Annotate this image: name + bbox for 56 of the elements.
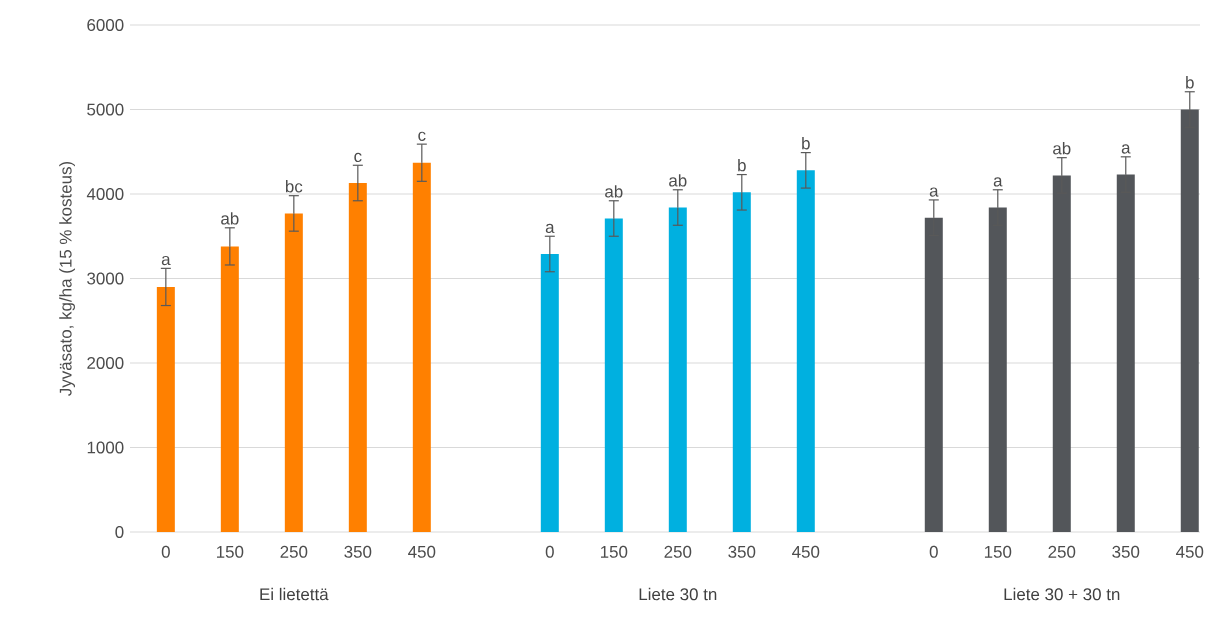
bar [988, 207, 1007, 532]
bar [540, 254, 559, 532]
x-tick-label: 350 [344, 545, 372, 558]
data-label: b [802, 136, 810, 150]
y-tick-label: 0 [115, 526, 124, 538]
x-tick-label: 150 [217, 545, 244, 558]
bar [1052, 175, 1071, 532]
y-axis-title: Jyväsato, kg/ha (15 % kosteus) [59, 161, 75, 396]
bar [220, 246, 239, 532]
bar [732, 192, 751, 532]
data-label: b [738, 158, 746, 172]
data-label: a [929, 187, 939, 197]
data-label: ab [221, 212, 239, 225]
bar [604, 218, 623, 532]
bar [924, 217, 943, 532]
text: Liete 30 tn [639, 587, 717, 601]
bar [796, 170, 815, 532]
data-label: ab [605, 185, 623, 198]
x-tick-label: 350 [728, 545, 756, 558]
x-tick-label: 150 [600, 545, 628, 558]
x-tick-label: 150 [984, 545, 1012, 558]
data-label: a [1121, 144, 1131, 154]
bar [668, 207, 687, 532]
bar [412, 162, 431, 532]
data-label: b [1186, 76, 1194, 89]
y-tick-label: 3000 [87, 272, 124, 285]
x-tick-label: 350 [1112, 545, 1140, 558]
bar [1116, 174, 1135, 532]
data-label: a [161, 255, 171, 266]
bar [1180, 109, 1199, 532]
x-tick-label: 250 [280, 545, 308, 558]
data-label: ab [669, 174, 687, 187]
x-tick-label: 450 [408, 545, 436, 558]
y-tick-label: 6000 [87, 19, 124, 31]
data-label: c [354, 152, 362, 163]
x-tick-label: 0 [929, 545, 938, 558]
bar [156, 286, 175, 532]
data-label: c [418, 131, 426, 141]
data-label: a [993, 177, 1003, 187]
x-tick-label: 0 [161, 545, 170, 558]
y-tick-label: 5000 [87, 103, 124, 116]
y-tick-label: 4000 [86, 188, 124, 200]
x-tick-label: 250 [1048, 545, 1076, 558]
y-tick-label: 1000 [87, 441, 124, 454]
text: Ei lietettä [260, 587, 329, 601]
x-tick-label: 450 [1176, 545, 1204, 558]
text: Liete 30 + 30 tn [1004, 587, 1120, 601]
bar [284, 213, 303, 532]
data-label: a [545, 223, 555, 234]
data-label: bc [285, 180, 303, 193]
data-label: ab [1053, 142, 1071, 155]
bar [348, 183, 367, 532]
x-tick-label: 250 [664, 545, 692, 558]
y-tick-label: 2000 [87, 357, 124, 369]
x-tick-label: 0 [545, 545, 554, 558]
x-tick-label: 450 [792, 545, 820, 558]
